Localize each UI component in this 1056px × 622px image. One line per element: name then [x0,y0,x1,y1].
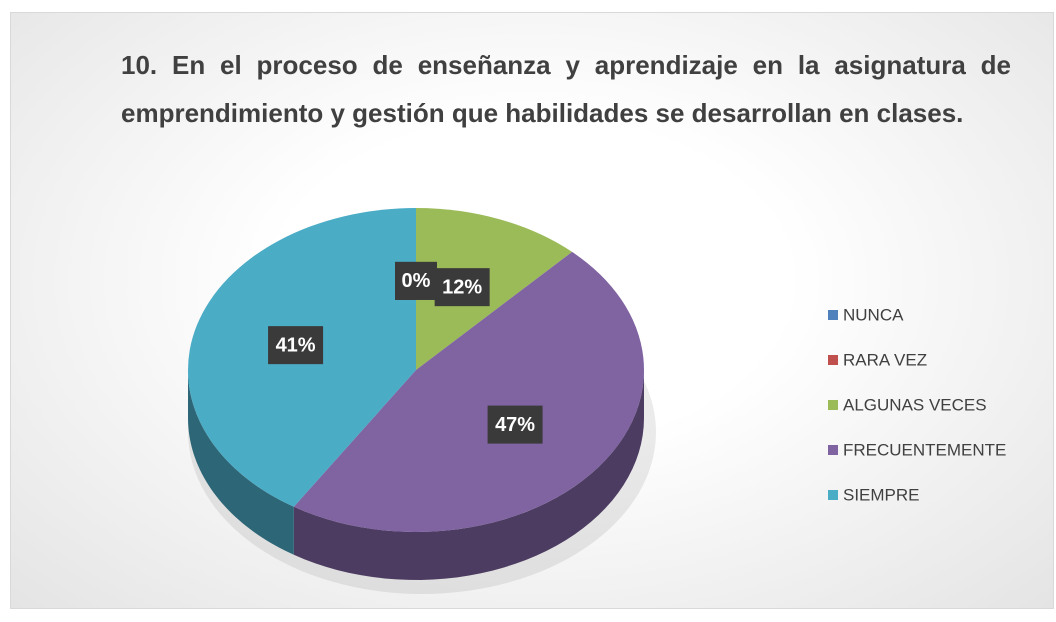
legend-label: ALGUNAS VECES [843,395,987,414]
pie-side [293,370,644,580]
data-label: 41% [276,334,316,356]
pie-side [188,370,294,555]
data-label-box [487,405,543,444]
legend-label: NUNCA [843,305,904,324]
legend-label: FRECUENTEMENTE [843,440,1006,459]
legend-label: RARA VEZ [843,350,927,369]
data-label: 12% [442,276,482,298]
legend-swatch [828,310,838,320]
data-label: 47% [495,414,535,436]
pie-slice [416,208,573,370]
pie-slice [293,251,644,532]
pie-tops [188,208,644,532]
legend-swatch [828,355,838,365]
data-label: 0% [402,270,431,292]
legend-swatch [828,445,838,455]
legend-swatch [828,490,838,500]
data-label-box [268,326,324,365]
data-label-box [395,261,437,300]
legend-label: SIEMPRE [843,485,920,504]
pie-sides [188,370,644,580]
chart-title: 10. En el proceso de enseñanza y aprendi… [121,50,1011,128]
data-label-box [434,268,490,307]
legend-swatch [828,400,838,410]
